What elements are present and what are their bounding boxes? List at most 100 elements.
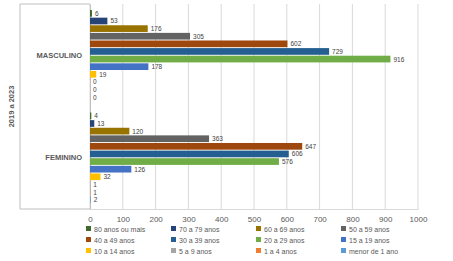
legend-label: 70 a 79 anos xyxy=(179,226,220,233)
grid xyxy=(90,4,418,209)
legend-item: 50 a 59 anos xyxy=(341,226,390,233)
bar xyxy=(90,71,96,78)
bar xyxy=(90,158,279,165)
bar xyxy=(90,173,100,180)
x-tick-label: 300 xyxy=(182,215,196,224)
bar xyxy=(90,18,107,25)
legend-label: 40 a 49 anos xyxy=(94,237,135,244)
bars xyxy=(90,10,390,203)
y-tick: MASCULINO xyxy=(37,51,90,60)
legend-label: 80 anos ou mais xyxy=(94,226,146,233)
x-tick: 100 xyxy=(117,209,131,224)
bracket-line xyxy=(20,4,21,209)
bar xyxy=(90,120,94,127)
data-label: 1 xyxy=(93,189,97,196)
legend-item: menor de 1 ano xyxy=(341,248,398,255)
data-label: 2 xyxy=(94,196,98,203)
x-tick: 400 xyxy=(215,209,229,224)
bar xyxy=(90,86,91,93)
grid-line xyxy=(418,4,419,209)
data-label: 363 xyxy=(212,135,223,142)
bar xyxy=(90,151,289,158)
data-label: 606 xyxy=(292,150,303,157)
legend-label: 10 a 14 anos xyxy=(94,248,135,255)
y-axis: MASCULINO FEMININO xyxy=(37,5,91,210)
x-tick-label: 0 xyxy=(88,215,93,224)
legend-item: 80 anos ou mais xyxy=(86,226,146,233)
x-tick-label: 100 xyxy=(117,215,131,224)
legend-label: 20 a 29 anos xyxy=(264,237,305,244)
x-tick: 500 xyxy=(248,209,262,224)
y-tick-label: MASCULINO xyxy=(37,51,83,60)
bar xyxy=(90,143,302,150)
data-label: 178 xyxy=(151,63,162,70)
bar xyxy=(90,189,91,196)
data-label: 32 xyxy=(103,173,111,180)
data-label: 602 xyxy=(290,40,301,47)
bar xyxy=(90,63,148,70)
legend-item: 20 a 29 anos xyxy=(256,237,305,244)
data-label: 305 xyxy=(193,33,204,40)
bar xyxy=(90,166,131,173)
data-label: 1 xyxy=(93,181,97,188)
legend-item: 60 a 69 anos xyxy=(256,226,305,233)
legend-swatch xyxy=(256,248,261,253)
x-tick-label: 400 xyxy=(215,215,229,224)
bar xyxy=(90,33,190,40)
legend-label: 1 a 4 anos xyxy=(264,248,297,255)
x-tick-label: 800 xyxy=(346,215,360,224)
grid-line xyxy=(286,4,287,209)
data-label: 729 xyxy=(332,48,343,55)
x-tick-label: 700 xyxy=(313,215,327,224)
x-tick-label: 200 xyxy=(149,215,163,224)
data-label: 4 xyxy=(94,112,98,119)
legend-swatch xyxy=(256,226,261,231)
x-tick: 1000 xyxy=(410,209,428,224)
bar xyxy=(90,128,129,135)
data-label: 6 xyxy=(95,10,99,17)
legend: 80 anos ou mais 70 a 79 anos 60 a 69 anos 5… xyxy=(86,226,398,255)
legend-item: 30 a 39 anos xyxy=(171,237,220,244)
legend-swatch xyxy=(86,226,91,231)
legend-item: 70 a 79 anos xyxy=(171,226,220,233)
grid-line xyxy=(385,4,386,209)
data-labels: 6453131761203053636026477296069165761781… xyxy=(93,10,405,203)
x-tick-label: 900 xyxy=(379,215,393,224)
legend-label: 30 a 39 anos xyxy=(179,237,220,244)
legend-swatch xyxy=(171,237,176,242)
legend-item: 5 a 9 anos xyxy=(171,248,212,255)
data-label: 0 xyxy=(93,86,97,93)
data-label: 19 xyxy=(99,71,107,78)
legend-swatch xyxy=(171,226,176,231)
x-tick: 800 xyxy=(346,209,360,224)
group-label: 2019 a 2023 xyxy=(7,86,16,128)
bar xyxy=(90,181,91,188)
legend-swatch xyxy=(86,237,91,242)
y-tick: FEMININO xyxy=(45,153,90,162)
x-axis-line xyxy=(91,209,419,210)
legend-item: 15 a 19 anos xyxy=(341,237,390,244)
grid-line xyxy=(352,4,353,209)
legend-item: 1 a 4 anos xyxy=(256,248,297,255)
data-label: 53 xyxy=(110,17,118,24)
bar xyxy=(90,79,91,86)
bar xyxy=(90,40,287,47)
legend-swatch xyxy=(171,248,176,253)
legend-swatch xyxy=(341,237,346,242)
grid-line xyxy=(319,4,320,209)
legend-swatch xyxy=(86,248,91,253)
legend-item: 40 a 49 anos xyxy=(86,237,135,244)
bar xyxy=(90,196,91,203)
legend-swatch xyxy=(341,226,346,231)
bracket-line xyxy=(20,209,90,210)
x-tick: 200 xyxy=(149,209,163,224)
bar xyxy=(90,113,91,120)
x-tick-label: 500 xyxy=(248,215,262,224)
bar xyxy=(90,10,92,17)
grid-line xyxy=(254,4,255,209)
legend-label: 60 a 69 anos xyxy=(264,226,305,233)
chart: 01002003004005006007008009001000MASCULIN… xyxy=(0,0,453,261)
bar xyxy=(90,135,209,142)
legend-item: 10 a 14 anos xyxy=(86,248,135,255)
x-tick: 0 xyxy=(88,209,93,224)
